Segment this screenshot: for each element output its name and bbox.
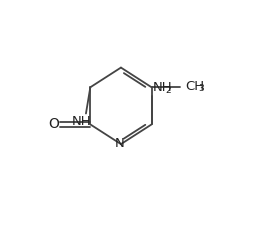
Text: CH: CH [184, 80, 203, 93]
Text: NH: NH [152, 81, 172, 94]
Text: O: O [48, 117, 59, 131]
Text: N: N [115, 136, 124, 150]
Text: 2: 2 [164, 86, 170, 95]
Text: 3: 3 [197, 84, 203, 93]
Text: NH: NH [71, 115, 91, 128]
